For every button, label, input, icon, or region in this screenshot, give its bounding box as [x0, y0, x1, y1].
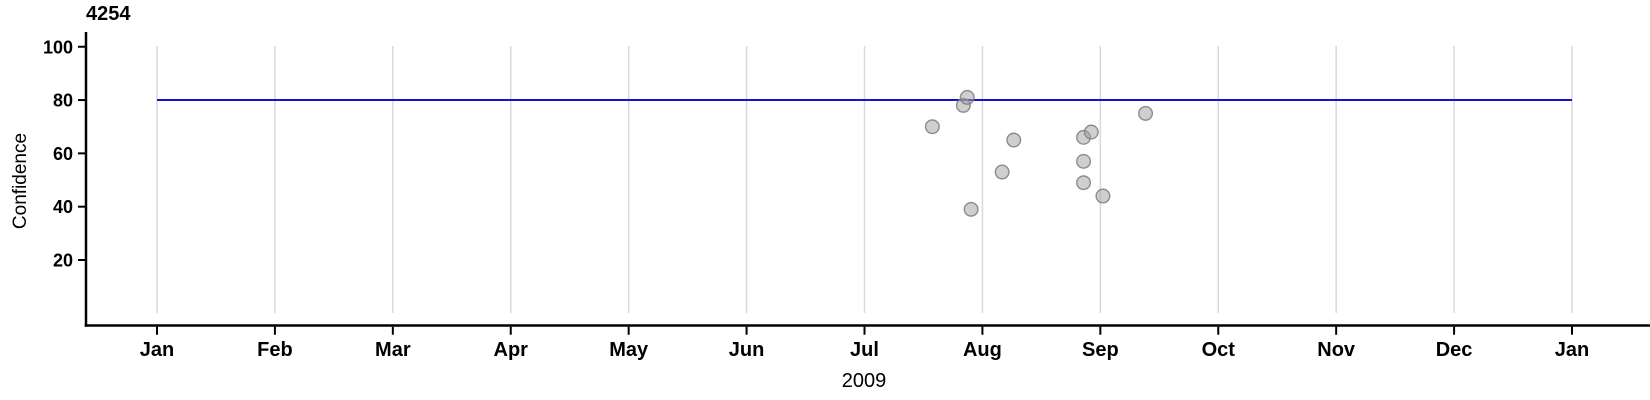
x-tick-label: Jun: [729, 339, 765, 361]
x-tick-label: Sep: [1082, 339, 1119, 361]
data-point: [1083, 124, 1099, 140]
data-point: [1138, 105, 1154, 121]
y-tick-label: 60: [53, 144, 73, 164]
data-point: [1095, 188, 1111, 204]
data-point: [924, 119, 940, 135]
x-tick-label: Nov: [1317, 339, 1356, 361]
x-tick-label: Jan: [140, 339, 174, 361]
x-tick-label: Jul: [850, 339, 879, 361]
data-point: [1076, 175, 1092, 191]
y-tick-label: 100: [43, 37, 73, 57]
x-tick-label: Feb: [257, 339, 293, 361]
x-tick-label: May: [609, 339, 649, 361]
chart-title: 4254: [86, 3, 131, 25]
x-tick-label: Jan: [1555, 339, 1589, 361]
data-point: [959, 89, 975, 105]
data-point: [1076, 153, 1092, 169]
y-tick-label: 80: [53, 91, 73, 111]
data-point: [994, 164, 1010, 180]
y-axis-title: Confidence: [10, 132, 31, 230]
x-tick-label: Mar: [375, 339, 411, 361]
x-tick-label: Oct: [1202, 339, 1236, 361]
data-point: [1006, 132, 1022, 148]
x-axis-title: 2009: [841, 370, 887, 392]
y-tick-label: 20: [53, 250, 73, 270]
x-tick-label: Dec: [1436, 339, 1473, 361]
y-tick-label: 40: [53, 197, 73, 217]
x-tick-label: Apr: [494, 339, 529, 361]
data-point: [963, 201, 979, 217]
x-tick-label: Aug: [963, 339, 1002, 361]
